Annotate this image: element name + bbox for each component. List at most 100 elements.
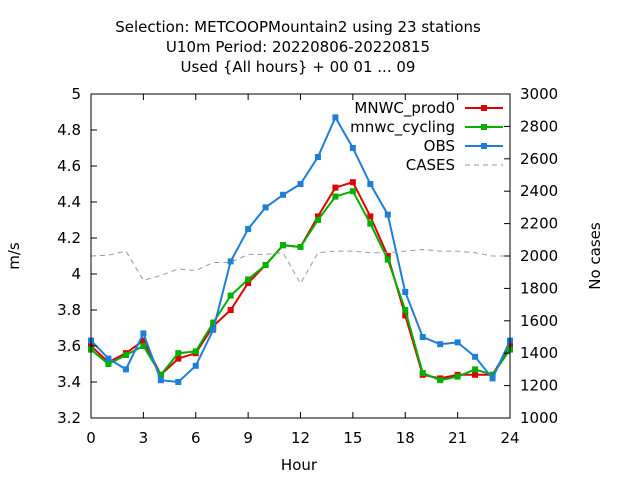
data-point (297, 181, 304, 187)
x-tick-label: 9 (243, 429, 253, 447)
data-point (332, 114, 339, 121)
data-point (384, 211, 391, 218)
data-point (349, 179, 356, 186)
data-point (367, 213, 374, 220)
data-point (472, 371, 479, 378)
series-line (90, 180, 511, 380)
y2-tick-label: 2200 (520, 215, 558, 233)
chart-title: Selection: METCOOPMountain2 using 23 sta… (115, 18, 481, 76)
legend-marker (481, 124, 487, 130)
data-point (122, 366, 129, 373)
legend-label: OBS (424, 137, 455, 155)
data-point (262, 262, 269, 268)
data-point (210, 319, 217, 326)
y2-tick-label: 2600 (520, 150, 558, 168)
data-point (419, 334, 426, 340)
y2-tick-label: 1000 (520, 409, 558, 427)
y-tick-label: 5 (71, 85, 81, 103)
data-point (349, 145, 356, 151)
y2-axis-label: No cases (586, 222, 604, 290)
data-point (437, 377, 444, 384)
data-point (227, 258, 234, 265)
data-point (105, 361, 112, 367)
data-point (402, 312, 409, 319)
data-point (367, 181, 374, 187)
data-point (157, 371, 164, 378)
series-layer (88, 114, 513, 385)
y2-tick-label: 1400 (520, 344, 558, 362)
y-tick-label: 4.8 (57, 121, 81, 139)
data-point (384, 256, 391, 263)
x-tick-label: 15 (343, 429, 362, 447)
x-axis-label: Hour (281, 456, 318, 474)
y-tick-label: 3.2 (57, 409, 81, 427)
data-point (402, 307, 409, 313)
x-tick-label: 0 (86, 429, 96, 447)
data-point (262, 204, 269, 211)
data-point (314, 217, 321, 223)
data-point (367, 220, 374, 227)
y-tick-label: 4.2 (57, 229, 81, 247)
series-MNWC_prod0 (88, 179, 513, 382)
data-point (454, 373, 461, 380)
data-point (349, 188, 356, 195)
data-point (314, 213, 321, 220)
y-tick-label: 4 (71, 265, 81, 283)
x-tick-label: 3 (139, 429, 149, 447)
data-point (105, 355, 112, 362)
y2-tick-label: 1600 (520, 312, 558, 330)
data-point (157, 377, 164, 384)
y-tick-label: 4.4 (57, 193, 81, 211)
x-tick-label: 21 (448, 429, 467, 447)
y2-tick-label: 2800 (520, 117, 558, 135)
data-point (192, 362, 199, 369)
x-tick-label: 24 (500, 429, 519, 447)
data-point (280, 191, 287, 198)
y2-tick-label: 3000 (520, 85, 558, 103)
data-point (454, 339, 461, 346)
y-axis-label: m/s (5, 242, 23, 270)
y-tick-label: 3.6 (57, 337, 81, 355)
series-mnwc_cycling (88, 188, 513, 384)
x-tick-label: 12 (291, 429, 310, 447)
title-line-1: Selection: METCOOPMountain2 using 23 sta… (115, 18, 481, 36)
y2-tick-label: 1200 (520, 377, 558, 395)
data-point (227, 307, 234, 313)
data-point (122, 352, 129, 358)
data-point (245, 280, 252, 286)
data-point (280, 242, 287, 249)
series-line (90, 249, 510, 285)
title-line-2: U10m Period: 20220806-20220815 (166, 38, 430, 56)
data-point (175, 355, 182, 362)
data-point (140, 337, 147, 344)
axes: 0 3 6 9 12 15 18 21 24 3.2 3.4 3.6 3.8 4 4.2 4.4 4.6 4.8 5… (57, 85, 558, 447)
y-tick-label: 3.4 (57, 373, 81, 391)
data-point (332, 184, 339, 191)
data-point (297, 244, 304, 250)
series-OBS (88, 114, 513, 385)
legend-label: mnwc_cycling (350, 118, 455, 137)
data-point (175, 379, 182, 385)
data-point (227, 292, 234, 299)
data-point (384, 253, 391, 259)
data-point (332, 193, 339, 200)
data-point (489, 371, 496, 378)
data-point (472, 366, 479, 373)
legend-label: CASES (406, 156, 455, 174)
data-point (489, 375, 496, 382)
data-point (245, 276, 252, 283)
legend-marker (481, 143, 487, 149)
data-point (140, 343, 147, 349)
data-point (245, 226, 252, 232)
data-point (472, 353, 479, 360)
y-tick-label: 4.6 (57, 157, 81, 175)
data-point (192, 348, 199, 355)
title-line-3: Used {All hours} + 00 01 ... 09 (181, 58, 416, 76)
y2-tick-label: 2400 (520, 182, 558, 200)
series-line (90, 190, 511, 382)
data-point (175, 350, 182, 357)
data-point (437, 341, 444, 348)
y2-tick-label: 2000 (520, 247, 558, 265)
